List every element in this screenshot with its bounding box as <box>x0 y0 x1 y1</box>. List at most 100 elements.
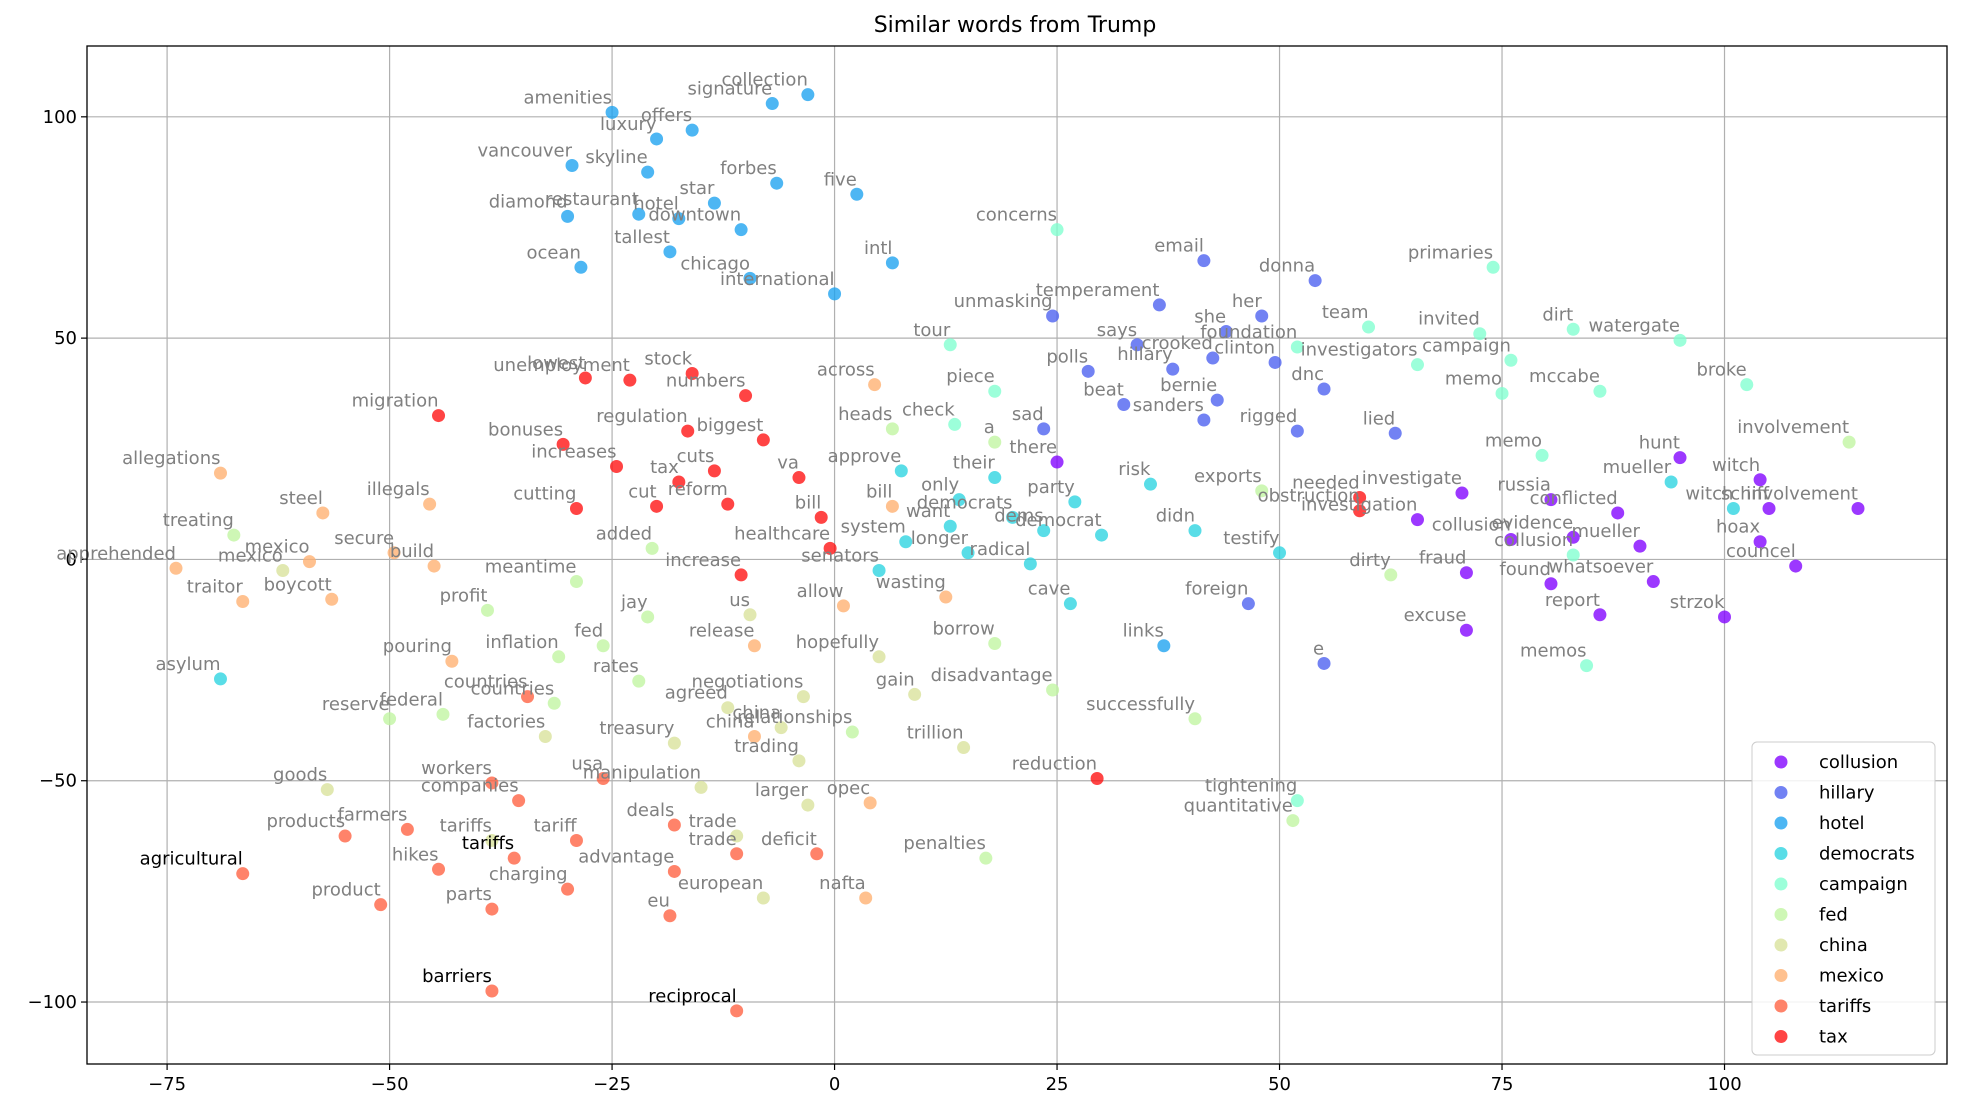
point-label: invited <box>1418 309 1480 330</box>
point-label: amenities <box>524 87 613 108</box>
scatter-point-china <box>801 798 815 812</box>
point-label: boycott <box>264 574 332 595</box>
scatter-point-mexico <box>445 654 459 668</box>
point-label: inflation <box>485 632 558 653</box>
scatter-point-tariffs <box>236 867 250 881</box>
scatter-point-democrats <box>1023 557 1037 571</box>
point-label: luxury <box>600 114 657 135</box>
scatter-point-tariffs <box>507 851 521 865</box>
scatter-point-tax <box>578 371 592 385</box>
point-label: dnc <box>1291 364 1324 385</box>
scatter-point-democrats <box>1664 475 1678 489</box>
point-label: restaurant <box>545 189 639 210</box>
point-label: parts <box>446 884 492 905</box>
scatter-point-fed <box>885 422 899 436</box>
point-label: federal <box>380 689 443 710</box>
scatter-point-campaign <box>988 384 1002 398</box>
scatter-point-campaign <box>1495 386 1509 400</box>
scatter-point-campaign <box>1566 548 1580 562</box>
point-label: senators <box>801 545 879 566</box>
point-label: beat <box>1083 380 1124 401</box>
legend-box <box>1751 741 1936 1056</box>
scatter-point-tariffs <box>569 833 583 847</box>
point-label: involvement <box>1737 417 1849 438</box>
point-label: longer <box>911 528 969 549</box>
point-label: deficit <box>761 829 817 850</box>
scatter-point-tariffs <box>485 984 499 998</box>
point-layer <box>169 88 1865 1018</box>
scatter-point-tax <box>823 541 837 555</box>
point-label: allow <box>797 581 844 602</box>
scatter-point-mexico <box>169 561 183 575</box>
scatter-point-tariffs <box>667 864 681 878</box>
scatter-point-campaign <box>1290 340 1304 354</box>
point-label: hikes <box>392 844 439 865</box>
scatter-point-democrats <box>899 535 913 549</box>
scatter-point-hillary <box>1117 398 1131 412</box>
point-label: collusion <box>1432 515 1511 536</box>
scatter-point-mexico <box>747 729 761 743</box>
legend-marker-hotel <box>1774 816 1788 830</box>
legend-label: hotel <box>1819 813 1865 834</box>
scatter-point-collusion <box>1593 608 1607 622</box>
scatter-point-fed <box>979 851 993 865</box>
point-label: cutting <box>513 484 576 505</box>
point-label: jay <box>620 592 648 613</box>
scatter-point-china <box>957 741 971 755</box>
scatter-point-hillary <box>1290 424 1304 438</box>
scatter-point-democrats <box>1143 477 1157 491</box>
scatter-point-campaign <box>1050 223 1064 237</box>
scatter-point-tax <box>685 367 699 381</box>
scatter-point-hillary <box>1046 309 1060 323</box>
point-label: lied <box>1363 408 1396 429</box>
point-label: factories <box>467 711 545 732</box>
scatter-point-china <box>774 721 788 735</box>
scatter-point-collusion <box>1544 493 1558 507</box>
point-label: report <box>1545 590 1600 611</box>
point-label: steel <box>279 488 323 509</box>
plot-frame <box>86 45 1948 1065</box>
scatter-point-mexico <box>859 891 873 905</box>
point-label: collusion <box>1494 530 1573 551</box>
scatter-point-campaign <box>943 338 957 352</box>
scatter-point-fed <box>845 725 859 739</box>
legend-label: fed <box>1819 905 1848 926</box>
scatter-point-campaign <box>1535 448 1549 462</box>
point-label: she <box>1194 306 1226 327</box>
scatter-point-fed <box>547 696 561 710</box>
scatter-point-hotel <box>663 245 677 259</box>
point-label: mexico <box>245 537 310 558</box>
scatter-point-fed <box>1046 683 1060 697</box>
scatter-point-democrats <box>1037 524 1051 538</box>
point-label: ocean <box>527 242 581 263</box>
scatter-point-tariffs <box>810 847 824 861</box>
point-label: foreign <box>1185 579 1248 600</box>
x-tick-label: 50 <box>1268 1074 1291 1095</box>
point-label: exports <box>1194 466 1262 487</box>
scatter-point-collusion <box>1050 455 1064 469</box>
point-label: lowest <box>527 353 585 374</box>
scatter-point-mexico <box>236 594 250 608</box>
scatter-point-collusion <box>1753 473 1767 487</box>
scatter-point-campaign <box>1740 378 1754 392</box>
legend-marker-fed <box>1774 908 1788 921</box>
scatter-point-hotel <box>801 88 815 102</box>
point-label: hillary <box>1117 344 1173 365</box>
scatter-point-tariffs <box>561 882 575 896</box>
point-label: treating <box>163 510 234 531</box>
y-tick-label: 0 <box>66 549 77 570</box>
point-label: dems <box>994 506 1043 527</box>
point-label: memos <box>1520 641 1587 662</box>
legend-label: tariffs <box>1819 996 1871 1017</box>
scatter-point-collusion <box>1673 451 1687 465</box>
point-label: manipulation <box>583 762 701 783</box>
point-label: agricultural <box>140 849 243 870</box>
scatter-point-mexico <box>427 559 441 573</box>
legend-marker-hillary <box>1774 786 1788 799</box>
point-label: bernie <box>1160 375 1217 396</box>
scatter-point-tax <box>792 471 806 485</box>
y-tick-label: −50 <box>39 771 77 792</box>
point-label: testify <box>1223 528 1280 549</box>
point-label: intl <box>864 238 892 259</box>
